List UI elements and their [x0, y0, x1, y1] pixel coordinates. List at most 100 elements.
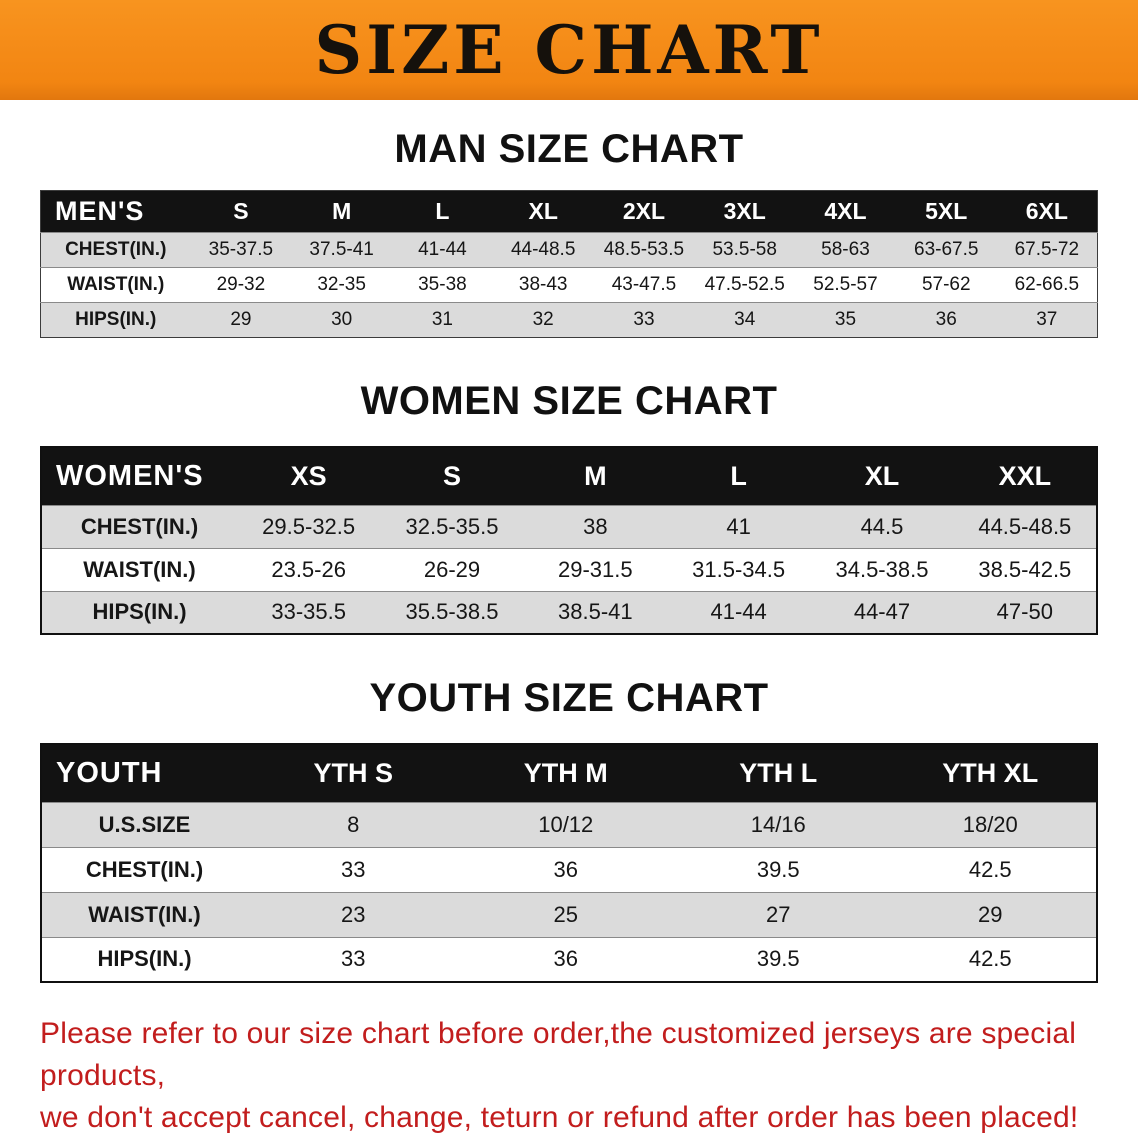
table-cell: 25: [553, 901, 578, 927]
table-cell: 53.5-58: [712, 239, 777, 260]
order-note: Please refer to our size chart before or…: [40, 1013, 1100, 1139]
column-header: L: [666, 447, 811, 505]
column-header: XL: [492, 190, 594, 233]
table-cell: 29: [230, 309, 252, 330]
row-label: CHEST(IN.): [85, 856, 204, 882]
row-label: HIPS(IN.): [75, 309, 157, 330]
table-cell: 26-29: [423, 556, 481, 582]
table-cell: 44-47: [853, 599, 911, 625]
table-row: U.S.SIZE 8 10/12 14/16 18/20: [41, 802, 1097, 847]
table-cell: 42.5: [968, 856, 1012, 882]
table-cell: 47-50: [996, 599, 1053, 625]
table-cell: 58-63: [821, 239, 870, 260]
row-label: WAIST(IN.): [67, 274, 165, 295]
youth-size-chart-section: YOUTH SIZE CHART YOUTH YTH S YTH M YTH L YTH…: [0, 675, 1138, 983]
order-note-line2: we don't accept cancel, change, teturn o…: [40, 1101, 1079, 1134]
table-cell: 37.5-41: [309, 239, 374, 260]
table-cell: 33: [633, 309, 655, 330]
column-header: M: [523, 447, 667, 505]
table-row: HIPS(IN.) 33-35.5 35.5-38.5 38.5-41 41-44 44-…: [41, 591, 1097, 634]
table-cell: 33: [341, 856, 366, 882]
row-label: CHEST(IN.): [65, 239, 167, 260]
table-cell: 32.5-35.5: [405, 513, 499, 539]
table-cell: 38.5-42.5: [978, 556, 1072, 582]
header-row: WOMEN'S XS S M L XL XXL: [41, 447, 1097, 505]
table-corner-label: WOMEN'S: [41, 447, 237, 505]
column-header: XXL: [953, 447, 1097, 505]
table-cell: 33: [341, 946, 366, 972]
column-header: 6XL: [996, 190, 1098, 233]
column-header: XL: [810, 447, 954, 505]
table-cell: 67.5-72: [1014, 239, 1080, 260]
table-cell: 36: [553, 946, 578, 972]
table-cell: 32-35: [317, 274, 366, 295]
column-header: YTH S: [247, 744, 460, 802]
men-size-table: MEN'S S M L XL 2XL 3XL 4XL 5XL 6XL CHEST(IN.) 35-37…: [40, 190, 1098, 338]
table-cell: 34: [734, 309, 756, 330]
table-cell: 39.5: [756, 946, 800, 972]
table-cell: 39.5: [756, 856, 800, 882]
table-cell: 31.5-34.5: [692, 556, 786, 582]
column-header: 2XL: [593, 190, 695, 233]
table-cell: 8: [347, 811, 360, 837]
table-cell: 43-47.5: [611, 274, 677, 295]
table-cell: 23.5-26: [271, 556, 346, 582]
table-cell: 18/20: [962, 811, 1018, 837]
table-cell: 29: [978, 901, 1003, 927]
women-size-table: WOMEN'S XS S M L XL XXL CHEST(IN.) 29.5-32.5 32.5…: [40, 446, 1098, 635]
table-row: CHEST(IN.) 35-37.5 37.5-41 41-44 44-48.5 48.5…: [40, 232, 1098, 268]
order-note-line1: Please refer to our size chart before or…: [40, 1017, 1077, 1092]
table-cell: 23: [341, 901, 366, 927]
table-cell: 29-32: [216, 274, 266, 295]
column-header: 3XL: [694, 190, 796, 233]
table-cell: 33-35.5: [271, 599, 346, 625]
table-cell: 31: [431, 309, 453, 330]
table-cell: 36: [553, 856, 578, 882]
header-row: MEN'S S M L XL 2XL 3XL 4XL 5XL 6XL: [40, 190, 1098, 233]
column-header: YTH L: [672, 744, 885, 802]
row-label: HIPS(IN.): [92, 599, 187, 625]
table-cell: 32: [532, 309, 554, 330]
table-row: CHEST(IN.) 29.5-32.5 32.5-35.5 38 41 44.5 44.5…: [41, 505, 1097, 548]
header-row: YOUTH YTH S YTH M YTH L YTH XL: [41, 744, 1097, 802]
table-cell: 35: [834, 309, 857, 330]
table-row: WAIST(IN.) 23.5-26 26-29 29-31.5 31.5-34.5 34…: [41, 548, 1097, 591]
man-size-chart-section: MAN SIZE CHART MEN'S S M L XL 2XL 3XL 4XL 5XL 6XL…: [0, 126, 1138, 338]
table-cell: 41-44: [710, 599, 767, 625]
table-cell: 44.5-48.5: [978, 513, 1072, 539]
size-chart-banner: SIZE CHART: [0, 0, 1138, 100]
row-label: WAIST(IN.): [83, 556, 196, 582]
banner-title: SIZE CHART: [314, 11, 824, 89]
table-row: HIPS(IN.) 29 30 31 32 33 34 35 36 37: [40, 302, 1098, 338]
table-corner-label: YOUTH: [41, 744, 247, 802]
table-row: HIPS(IN.) 33 36 39.5 42.5: [41, 937, 1097, 982]
table-cell: 41-44: [418, 239, 467, 260]
row-label: HIPS(IN.): [97, 946, 192, 972]
table-cell: 30: [331, 309, 353, 330]
table-row: WAIST(IN.) 23 25 27 29: [41, 892, 1097, 937]
column-header: XS: [237, 447, 381, 505]
table-cell: 38.5-41: [558, 599, 633, 625]
table-cell: 27: [766, 901, 791, 927]
youth-size-table: YOUTH YTH S YTH M YTH L YTH XL U.S.SIZE 8 10/12…: [40, 743, 1098, 983]
column-header: YTH XL: [884, 744, 1097, 802]
column-header: L: [392, 190, 493, 233]
table-cell: 37: [1036, 309, 1058, 330]
table-cell: 34.5-38.5: [835, 556, 929, 582]
table-cell: 38: [583, 513, 608, 539]
table-cell: 48.5-53.5: [603, 239, 685, 260]
column-header: S: [380, 447, 524, 505]
table-cell: 47.5-52.5: [704, 274, 785, 295]
table-cell: 35.5-38.5: [405, 599, 499, 625]
table-cell: 29.5-32.5: [262, 513, 356, 539]
table-cell: 10/12: [538, 811, 594, 837]
women-size-chart-section: WOMEN SIZE CHART WOMEN'S XS S M L XL XXL CHEST(…: [0, 378, 1138, 635]
table-cell: 42.5: [968, 946, 1012, 972]
table-cell: 14/16: [750, 811, 806, 837]
row-label: CHEST(IN.): [80, 513, 199, 539]
table-cell: 35-38: [418, 274, 467, 295]
women-size-chart-title: WOMEN SIZE CHART: [360, 379, 778, 423]
table-cell: 44-48.5: [510, 239, 576, 260]
column-header: 4XL: [795, 190, 896, 233]
row-label: WAIST(IN.): [88, 901, 201, 927]
